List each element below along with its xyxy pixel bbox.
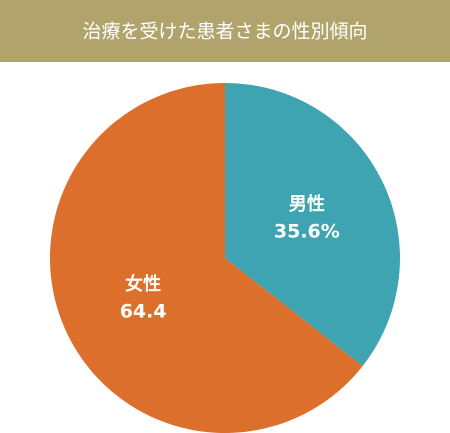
chart-title: 治療を受けた患者さまの性別傾向 xyxy=(82,21,367,43)
title-bar xyxy=(0,0,450,62)
slice-category-label: 男性 xyxy=(289,193,325,215)
pie-slice xyxy=(50,83,363,433)
slice-value-label: 64.4 xyxy=(120,300,167,322)
slice-value-label: 35.6% xyxy=(274,221,340,243)
pie-slice xyxy=(225,83,400,367)
slice-category-label: 女性 xyxy=(125,273,161,295)
